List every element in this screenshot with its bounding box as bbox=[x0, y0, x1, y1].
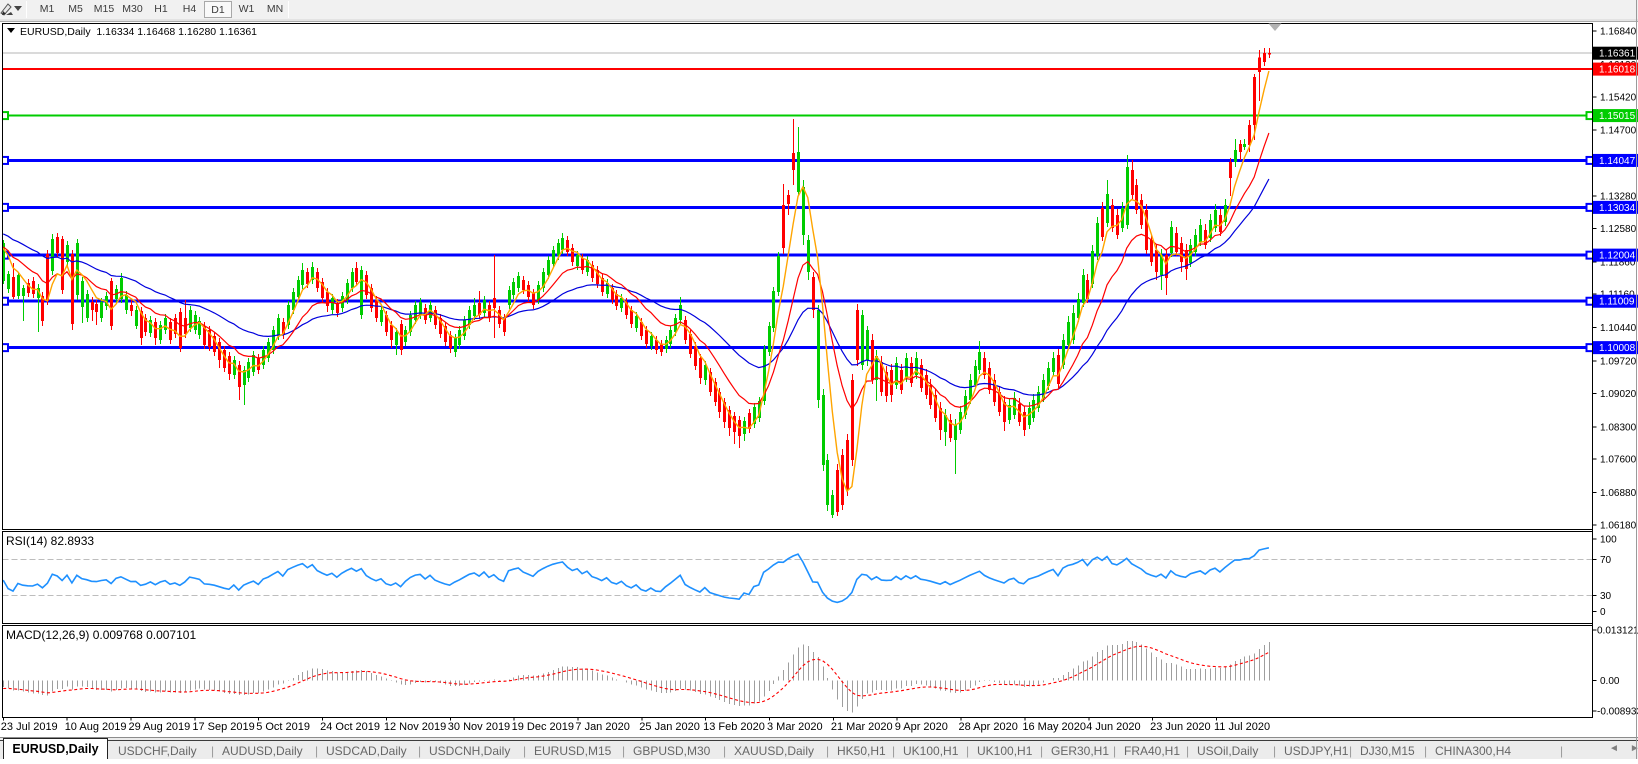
svg-text:5 Oct 2019: 5 Oct 2019 bbox=[256, 721, 310, 733]
svg-text:1.14700: 1.14700 bbox=[1600, 126, 1637, 137]
svg-text:1.10440: 1.10440 bbox=[1600, 323, 1637, 334]
svg-text:0: 0 bbox=[1600, 607, 1606, 618]
svg-text:23 Jul 2019: 23 Jul 2019 bbox=[1, 721, 58, 733]
svg-text:1.09720: 1.09720 bbox=[1600, 356, 1637, 367]
svg-text:1.12004: 1.12004 bbox=[1599, 251, 1636, 262]
svg-text:1.11009: 1.11009 bbox=[1599, 297, 1635, 308]
svg-text:1.16361: 1.16361 bbox=[1599, 49, 1636, 60]
svg-text:RSI(14) 82.8933: RSI(14) 82.8933 bbox=[6, 534, 94, 548]
svg-text:13 Feb 2020: 13 Feb 2020 bbox=[703, 721, 765, 733]
svg-text:11 Jul 2020: 11 Jul 2020 bbox=[1214, 721, 1270, 733]
svg-text:1.09020: 1.09020 bbox=[1600, 389, 1637, 400]
svg-text:23 Jun 2020: 23 Jun 2020 bbox=[1150, 721, 1211, 733]
svg-text:1.06180: 1.06180 bbox=[1600, 521, 1637, 532]
svg-text:24 Oct 2019: 24 Oct 2019 bbox=[320, 721, 380, 733]
svg-text:1.07600: 1.07600 bbox=[1600, 455, 1637, 466]
svg-text:EURUSD,Daily 1.16334 1.16468: EURUSD,Daily 1.16334 1.16468 1.16280 1.1… bbox=[20, 26, 257, 38]
svg-text:1.06880: 1.06880 bbox=[1600, 488, 1637, 499]
svg-text:17 Sep 2019: 17 Sep 2019 bbox=[192, 721, 254, 733]
svg-text:1.16018: 1.16018 bbox=[1599, 65, 1636, 76]
svg-text:29 Aug 2019: 29 Aug 2019 bbox=[129, 721, 191, 733]
svg-text:19 Dec 2019: 19 Dec 2019 bbox=[512, 721, 574, 733]
svg-text:0.00: 0.00 bbox=[1600, 676, 1620, 687]
svg-text:-0.008933: -0.008933 bbox=[1597, 707, 1638, 718]
svg-text:1.13034: 1.13034 bbox=[1599, 203, 1636, 214]
svg-text:9 Apr 2020: 9 Apr 2020 bbox=[895, 721, 948, 733]
svg-text:1.15420: 1.15420 bbox=[1600, 92, 1637, 103]
svg-text:1.08300: 1.08300 bbox=[1600, 422, 1637, 433]
svg-text:21 Mar 2020: 21 Mar 2020 bbox=[831, 721, 893, 733]
svg-text:4 Jun 2020: 4 Jun 2020 bbox=[1086, 721, 1140, 733]
svg-text:1.12580: 1.12580 bbox=[1600, 224, 1637, 235]
svg-text:1.10008: 1.10008 bbox=[1599, 343, 1636, 354]
svg-text:16 May 2020: 16 May 2020 bbox=[1022, 721, 1086, 733]
svg-text:7 Jan 2020: 7 Jan 2020 bbox=[575, 721, 629, 733]
svg-text:1.16840: 1.16840 bbox=[1600, 27, 1637, 38]
svg-text:30 Nov 2019: 30 Nov 2019 bbox=[448, 721, 510, 733]
svg-text:0.013121: 0.013121 bbox=[1597, 626, 1638, 637]
svg-text:12 Nov 2019: 12 Nov 2019 bbox=[384, 721, 446, 733]
svg-text:28 Apr 2020: 28 Apr 2020 bbox=[959, 721, 1018, 733]
svg-text:1.14047: 1.14047 bbox=[1599, 156, 1636, 167]
svg-text:100: 100 bbox=[1600, 535, 1617, 546]
svg-text:1.13280: 1.13280 bbox=[1600, 191, 1637, 202]
svg-text:MACD(12,26,9) 0.009768 0.00710: MACD(12,26,9) 0.009768 0.007101 bbox=[6, 628, 196, 642]
svg-text:70: 70 bbox=[1600, 555, 1612, 566]
svg-text:10 Aug 2019: 10 Aug 2019 bbox=[65, 721, 127, 733]
svg-text:1.11860: 1.11860 bbox=[1600, 257, 1636, 268]
svg-text:3 Mar 2020: 3 Mar 2020 bbox=[767, 721, 823, 733]
svg-text:25 Jan 2020: 25 Jan 2020 bbox=[639, 721, 700, 733]
svg-text:30: 30 bbox=[1600, 591, 1612, 602]
svg-text:1.15015: 1.15015 bbox=[1599, 111, 1636, 122]
